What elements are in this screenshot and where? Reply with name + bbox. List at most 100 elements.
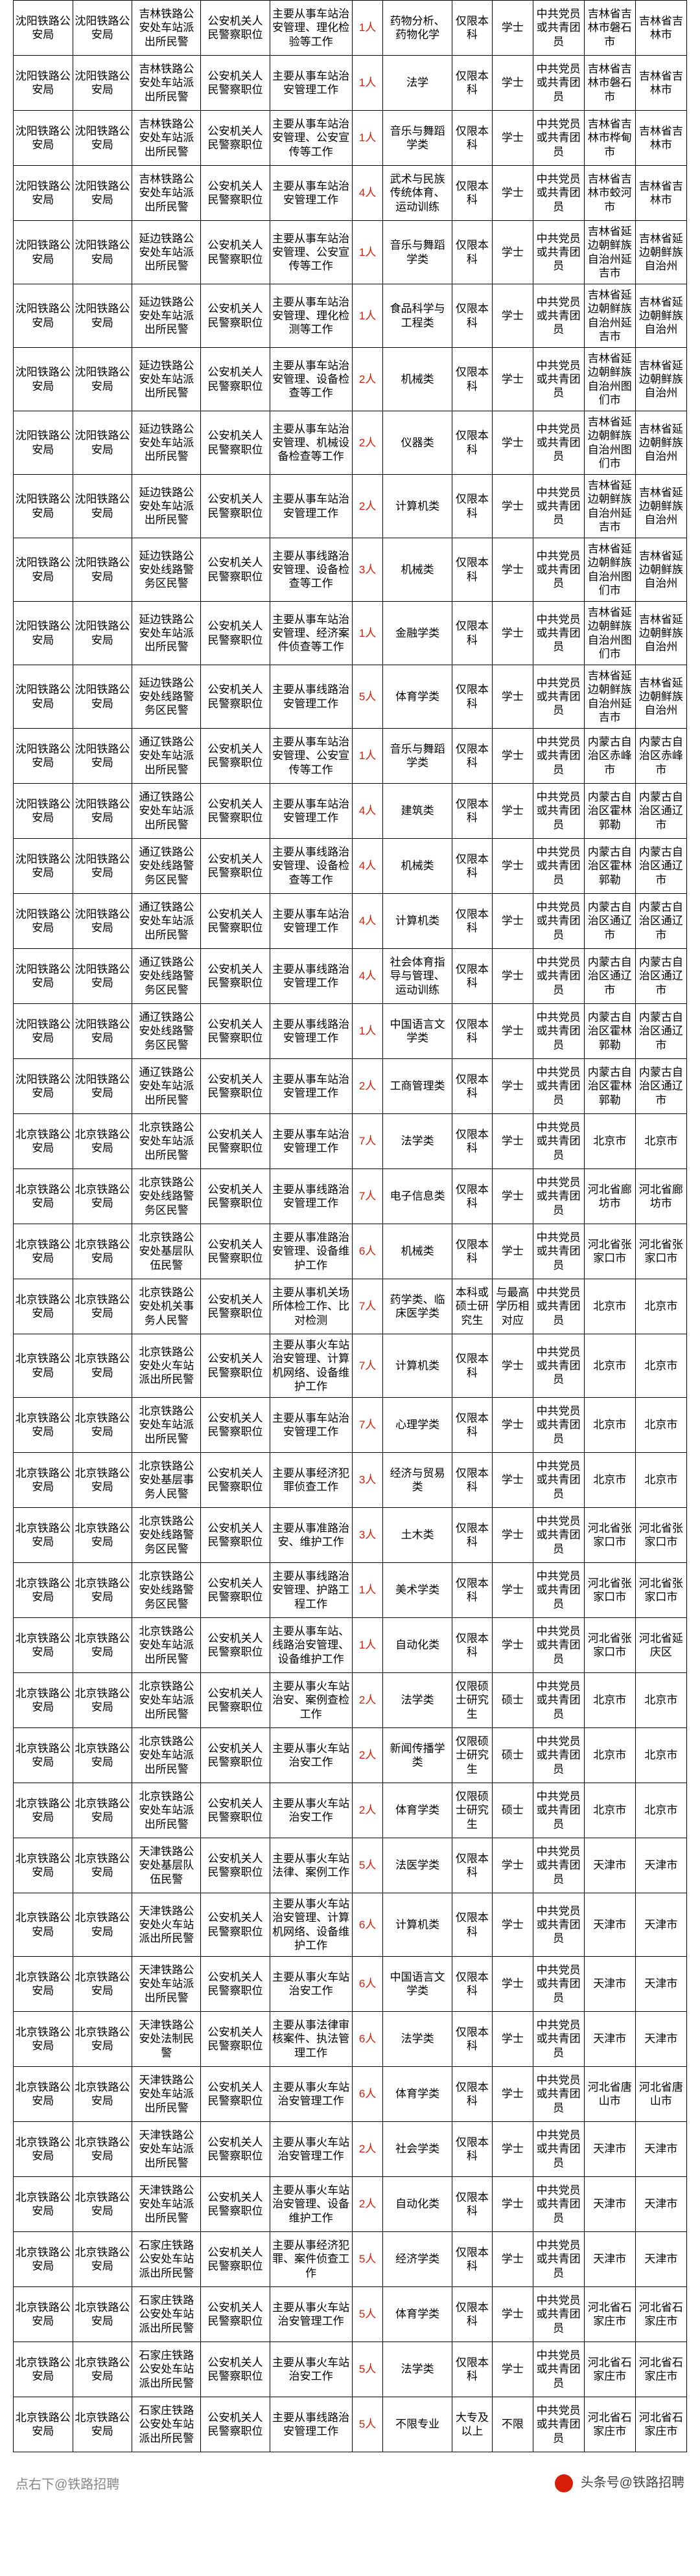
table-cell: 沈阳铁路公安局 bbox=[14, 602, 73, 665]
table-row: 北京铁路公安局北京铁路公安局天津铁路公安处基层队伍民警公安机关人民警察职位主要从… bbox=[14, 1838, 687, 1893]
table-cell: 吉林省吉林市磐石市 bbox=[584, 1, 635, 56]
table-cell: 中共党员或共青团员 bbox=[533, 111, 584, 166]
table-cell: 北京铁路公安局 bbox=[73, 1334, 132, 1398]
table-row: 沈阳铁路公安局沈阳铁路公安局通辽铁路公安处线路警务区民警公安机关人民警察职位主要… bbox=[14, 1004, 687, 1059]
table-cell: 沈阳铁路公安局 bbox=[14, 1, 73, 56]
table-cell: 公安机关人民警察职位 bbox=[201, 1398, 270, 1453]
table-cell: 公安机关人民警察职位 bbox=[201, 1957, 270, 2012]
table-row: 北京铁路公安局北京铁路公安局北京铁路公安处车站派出所民警公安机关人民警察职位主要… bbox=[14, 1398, 687, 1453]
table-cell: 学士 bbox=[493, 166, 533, 221]
table-cell: 北京铁路公安局 bbox=[73, 1398, 132, 1453]
table-cell: 北京铁路公安局 bbox=[73, 2067, 132, 2122]
table-cell: 沈阳铁路公安局 bbox=[14, 839, 73, 894]
table-cell: 河北省张家口市 bbox=[584, 1563, 635, 1618]
table-cell: 主要从事法律审核案件、执法管理工作 bbox=[270, 2012, 352, 2067]
table-cell: 美术学类 bbox=[383, 1563, 452, 1618]
table-cell: 吉林省延边朝鲜族自治州延吉市 bbox=[584, 475, 635, 538]
table-cell: 主要从事线路治安管理工作 bbox=[270, 1169, 352, 1224]
table-cell: 沈阳铁路公安局 bbox=[14, 411, 73, 475]
table-row: 北京铁路公安局北京铁路公安局天津铁路公安处车站派出所民警公安机关人民警察职位主要… bbox=[14, 1957, 687, 2012]
table-cell: 内蒙古自治区通辽市 bbox=[584, 894, 635, 949]
table-row: 沈阳铁路公安局沈阳铁路公安局延边铁路公安处线路警务区民警公安机关人民警察职位主要… bbox=[14, 538, 687, 602]
table-cell: 机械类 bbox=[383, 538, 452, 602]
table-cell: 北京铁路公安局 bbox=[14, 2342, 73, 2397]
count-cell: 3人 bbox=[352, 1453, 383, 1508]
table-cell: 主要从事车站治安管理、公安宣传等工作 bbox=[270, 111, 352, 166]
table-cell: 电子信息类 bbox=[383, 1169, 452, 1224]
table-cell: 硕士 bbox=[493, 1673, 533, 1728]
table-cell: 北京铁路公安局 bbox=[14, 2232, 73, 2287]
table-cell: 中共党员或共青团员 bbox=[533, 1, 584, 56]
count-cell: 5人 bbox=[352, 2397, 383, 2452]
table-cell: 公安机关人民警察职位 bbox=[201, 894, 270, 949]
table-cell: 仅限本科 bbox=[452, 2287, 492, 2342]
table-cell: 北京市 bbox=[635, 1114, 686, 1169]
table-cell: 法学类 bbox=[383, 2012, 452, 2067]
table-cell: 公安机关人民警察职位 bbox=[201, 729, 270, 784]
count-cell: 2人 bbox=[352, 2122, 383, 2177]
table-cell: 公安机关人民警察职位 bbox=[201, 2067, 270, 2122]
table-cell: 北京铁路公安处机关事务人民警 bbox=[132, 1279, 201, 1334]
table-cell: 学士 bbox=[493, 949, 533, 1004]
table-cell: 吉林省延边朝鲜族自治州 bbox=[635, 284, 686, 348]
table-cell: 北京市 bbox=[584, 1783, 635, 1838]
table-cell: 中共党员或共青团员 bbox=[533, 729, 584, 784]
table-cell: 北京铁路公安局 bbox=[14, 1838, 73, 1893]
table-cell: 中共党员或共青团员 bbox=[533, 2012, 584, 2067]
table-cell: 天津市 bbox=[584, 1838, 635, 1893]
table-cell: 音乐与舞蹈学类 bbox=[383, 111, 452, 166]
table-cell: 内蒙古自治区赤峰市 bbox=[635, 729, 686, 784]
table-cell: 北京市 bbox=[635, 1783, 686, 1838]
table-row: 北京铁路公安局北京铁路公安局北京铁路公安处基层事务人民警公安机关人民警察职位主要… bbox=[14, 1453, 687, 1508]
table-cell: 北京铁路公安处车站派出所民警 bbox=[132, 1618, 201, 1673]
table-cell: 法医学类 bbox=[383, 1838, 452, 1893]
table-cell: 公安机关人民警察职位 bbox=[201, 839, 270, 894]
table-cell: 公安机关人民警察职位 bbox=[201, 1059, 270, 1114]
table-cell: 中共党员或共青团员 bbox=[533, 665, 584, 729]
table-cell: 内蒙古自治区通辽市 bbox=[635, 784, 686, 839]
table-cell: 公安机关人民警察职位 bbox=[201, 1508, 270, 1563]
table-cell: 主要从事火车站治安、案例查检工作 bbox=[270, 1673, 352, 1728]
count-cell: 5人 bbox=[352, 2287, 383, 2342]
table-row: 沈阳铁路公安局沈阳铁路公安局通辽铁路公安处车站派出所民警公安机关人民警察职位主要… bbox=[14, 1059, 687, 1114]
table-cell: 吉林省延边朝鲜族自治州 bbox=[635, 348, 686, 411]
table-cell: 仅限本科 bbox=[452, 1169, 492, 1224]
count-cell: 3人 bbox=[352, 538, 383, 602]
table-row: 沈阳铁路公安局沈阳铁路公安局延边铁路公安处车站派出所民警公安机关人民警察职位主要… bbox=[14, 348, 687, 411]
table-cell: 与最高学历相对应 bbox=[493, 1279, 533, 1334]
table-cell: 机械类 bbox=[383, 839, 452, 894]
table-cell: 体育学类 bbox=[383, 2067, 452, 2122]
table-cell: 仅限本科 bbox=[452, 2122, 492, 2177]
table-cell: 主要从事线路治安管理、设备检查等工作 bbox=[270, 538, 352, 602]
table-row: 北京铁路公安局北京铁路公安局天津铁路公安处法制民警公安机关人民警察职位主要从事法… bbox=[14, 2012, 687, 2067]
table-cell: 学士 bbox=[493, 2012, 533, 2067]
table-cell: 公安机关人民警察职位 bbox=[201, 1004, 270, 1059]
table-cell: 吉林省延边朝鲜族自治州延吉市 bbox=[584, 665, 635, 729]
table-cell: 中共党员或共青团员 bbox=[533, 1169, 584, 1224]
table-cell: 北京铁路公安局 bbox=[14, 1334, 73, 1398]
table-cell: 仅限本科 bbox=[452, 111, 492, 166]
table-cell: 主要从事火车站治安管理工作 bbox=[270, 2067, 352, 2122]
table-cell: 沈阳铁路公安局 bbox=[73, 166, 132, 221]
table-cell: 仅限本科 bbox=[452, 1508, 492, 1563]
table-cell: 吉林省吉林市 bbox=[635, 111, 686, 166]
table-cell: 北京铁路公安局 bbox=[73, 2122, 132, 2177]
table-cell: 北京铁路公安局 bbox=[73, 2397, 132, 2452]
table-cell: 仅限本科 bbox=[452, 2067, 492, 2122]
table-cell: 仅限本科 bbox=[452, 1893, 492, 1957]
table-cell: 仅限本科 bbox=[452, 166, 492, 221]
table-cell: 不限专业 bbox=[383, 2397, 452, 2452]
table-cell: 延边铁路公安处车站派出所民警 bbox=[132, 411, 201, 475]
table-cell: 公安机关人民警察职位 bbox=[201, 665, 270, 729]
table-cell: 体育学类 bbox=[383, 1783, 452, 1838]
footer: 点右下@铁路招聘 头条号@铁路招聘 bbox=[0, 2464, 700, 2496]
table-cell: 计算机类 bbox=[383, 894, 452, 949]
table-row: 沈阳铁路公安局沈阳铁路公安局吉林铁路公安处车站派出所民警公安机关人民警察职位主要… bbox=[14, 166, 687, 221]
table-cell: 沈阳铁路公安局 bbox=[73, 1, 132, 56]
table-cell: 计算机类 bbox=[383, 475, 452, 538]
table-cell: 主要从事线路治安管理、设备检查等工作 bbox=[270, 839, 352, 894]
table-cell: 北京市 bbox=[635, 1453, 686, 1508]
table-cell: 石家庄铁路公安处车站派出所民警 bbox=[132, 2232, 201, 2287]
table-cell: 沈阳铁路公安局 bbox=[73, 784, 132, 839]
table-cell: 仅限本科 bbox=[452, 1398, 492, 1453]
